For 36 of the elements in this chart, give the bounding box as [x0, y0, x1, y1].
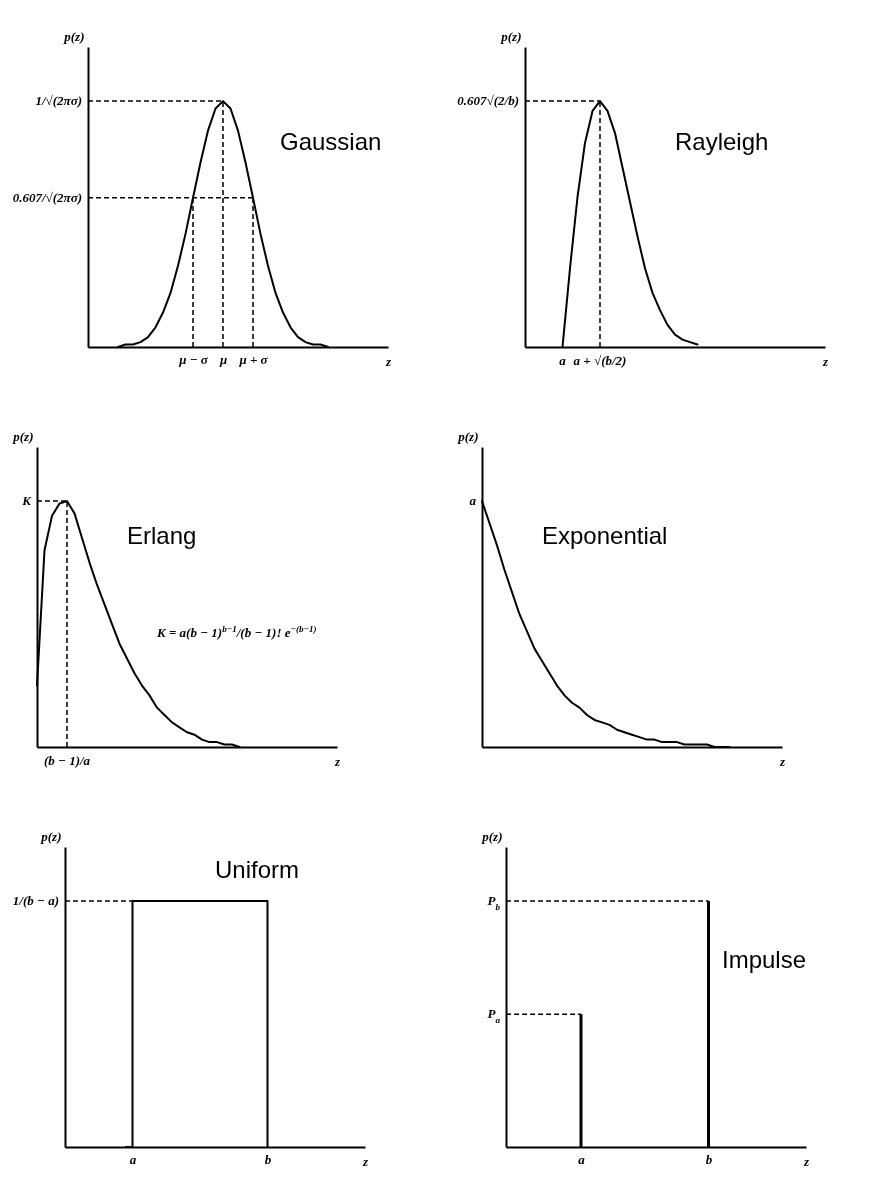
x-tick-label: μ − σ [178, 351, 209, 367]
ref-line-label: 0.607/√(2πσ) [12, 189, 82, 205]
annotation: K = a(b − 1)$^{b−1}$/(b − 1)! e$^{−(b−1)}$ [156, 624, 317, 640]
ref-line-label: 1/√(2πσ) [35, 93, 82, 109]
ref-line-label: K [21, 493, 33, 509]
y-axis-title: p(z) [500, 28, 522, 44]
y-axis-title: p(z) [63, 28, 85, 44]
y-axis-title: p(z) [481, 828, 503, 844]
x-axis-title: z [333, 753, 341, 769]
ref-line-label: 1/(b − a) [12, 893, 59, 909]
text: (b − 1)/a [43, 753, 91, 768]
x-axis-title: z [821, 353, 829, 369]
y-axis-title: p(z) [40, 828, 62, 844]
x-axis-title: z [802, 1153, 810, 1169]
x-axis-title: z [384, 353, 392, 369]
x-tick-label: μ [218, 351, 228, 367]
text: Uniform [215, 856, 300, 883]
text: a [469, 493, 477, 509]
x-tick-label: a [129, 1151, 137, 1167]
y-axis-title: p(z) [457, 428, 479, 444]
x-tick-label: a [578, 1151, 586, 1167]
x-tick-label: b [705, 1151, 713, 1167]
annotation: Rayleigh [675, 128, 769, 155]
x-tick-label: μ + σ [238, 351, 269, 367]
ref-line-label: 0.607√(2/b) [457, 93, 519, 109]
y-axis-title: p(z) [12, 428, 34, 444]
annotation: Erlang [127, 522, 197, 549]
annotation: Exponential [542, 522, 668, 549]
text: a + √(b/2) [573, 353, 627, 368]
x-axis-title: z [778, 753, 786, 769]
annotation: Impulse [722, 946, 807, 973]
ref-line-label: P$_{a}$ [487, 1006, 501, 1026]
x-axis-title: z [361, 1153, 369, 1169]
ref-line-label: P$_{b}$ [487, 893, 501, 913]
x-tick-label: b [264, 1151, 272, 1167]
annotation: Gaussian [280, 128, 382, 155]
